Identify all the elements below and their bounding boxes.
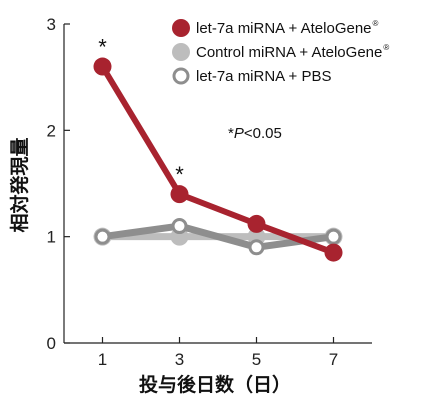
x-tick-label: 1 xyxy=(98,350,107,369)
data-point xyxy=(247,214,266,233)
p-value-annotation: *P<0.05 xyxy=(228,125,282,142)
axes: 0 1 2 3 1 3 5 7 xyxy=(47,15,372,369)
data-point xyxy=(325,228,342,245)
data-point xyxy=(93,57,112,76)
data-point xyxy=(171,218,188,235)
series-0 xyxy=(93,57,343,262)
registered-mark: ® xyxy=(373,19,379,28)
legend-item-2: let-7a miRNA + PBS xyxy=(172,67,331,85)
y-tick-label: 0 xyxy=(47,334,56,353)
y-tick-label: 2 xyxy=(47,121,56,140)
x-tick-label: 7 xyxy=(329,350,338,369)
legend-marker xyxy=(172,19,190,37)
legend: let-7a miRNA + AteloGene ®Control miRNA +… xyxy=(172,19,389,85)
y-tick-label: 3 xyxy=(47,15,56,34)
significance-star: * xyxy=(175,162,184,187)
y-tick-label: 1 xyxy=(47,228,56,247)
registered-mark: ® xyxy=(383,43,389,52)
significance-star: * xyxy=(98,35,107,60)
legend-label: let-7a miRNA + AteloGene xyxy=(196,20,372,37)
legend-label: let-7a miRNA + PBS xyxy=(196,68,331,85)
legend-marker xyxy=(172,43,190,61)
legend-item-1: Control miRNA + AteloGene ® xyxy=(172,43,389,61)
data-point xyxy=(170,185,189,204)
legend-item-0: let-7a miRNA + AteloGene ® xyxy=(172,19,379,37)
x-axis-title: 投与後日数（日） xyxy=(139,373,291,396)
series-group xyxy=(93,57,343,262)
x-tick-label: 5 xyxy=(252,350,261,369)
data-point xyxy=(324,243,343,262)
y-axis-title: 相対発現量 xyxy=(8,137,31,232)
series-line xyxy=(99,63,337,256)
legend-label: Control miRNA + AteloGene xyxy=(196,44,382,61)
data-point xyxy=(94,228,111,245)
significance-markers: ** xyxy=(98,35,184,188)
series-2 xyxy=(94,218,342,256)
legend-marker xyxy=(172,67,190,85)
data-point xyxy=(248,239,265,256)
x-tick-label: 3 xyxy=(175,350,184,369)
series-line xyxy=(99,222,337,251)
